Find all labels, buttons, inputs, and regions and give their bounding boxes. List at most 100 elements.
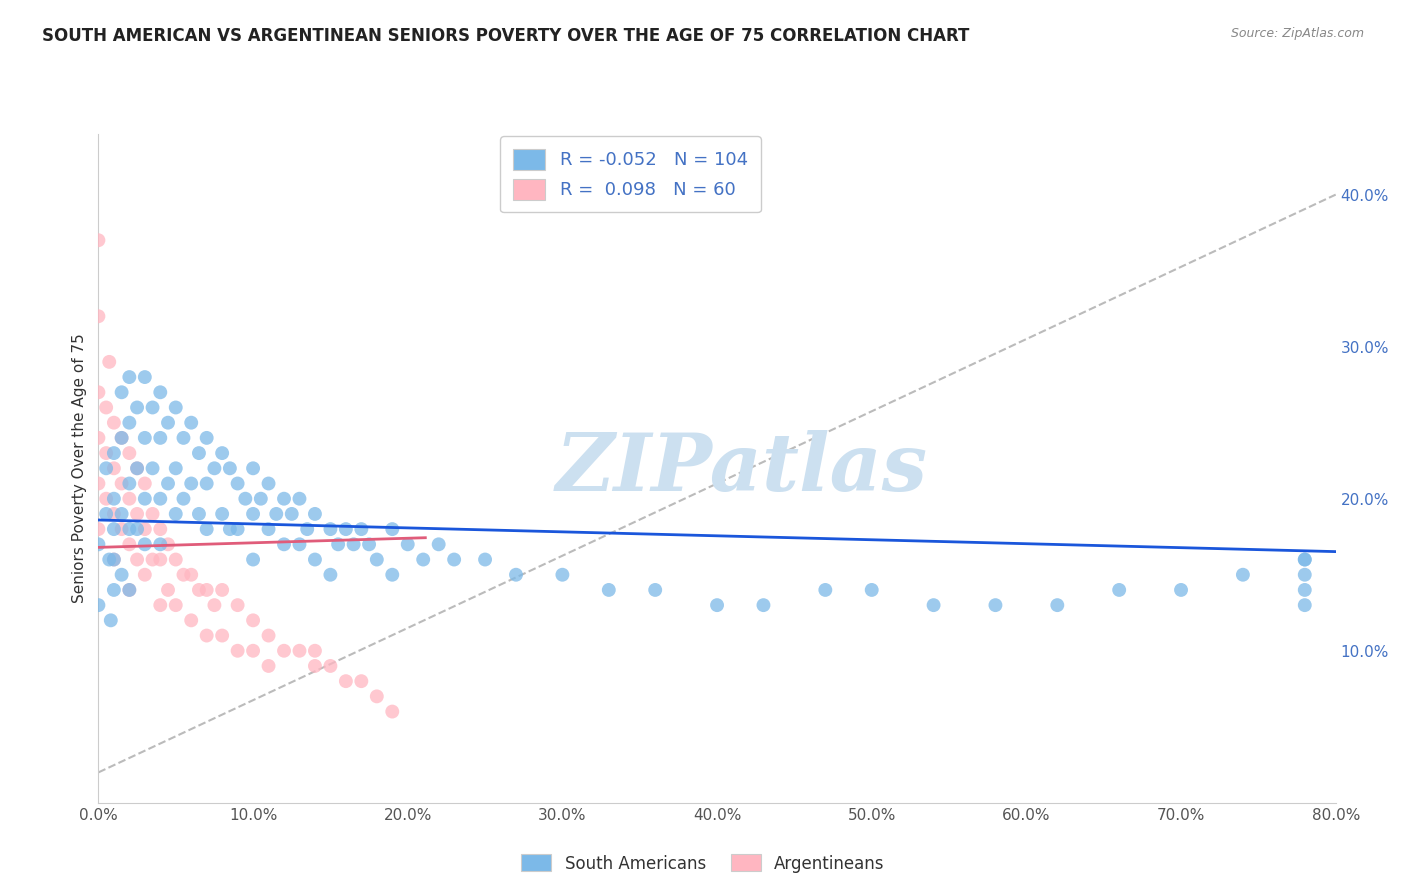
Point (103, 491, 125, 506)
Point (96, 461, 118, 475)
Point (149, 491, 172, 506)
Point (266, 507, 288, 521)
Point (1232, 567, 1254, 582)
Point (195, 628, 218, 642)
Point (860, 582, 883, 597)
Point (149, 522, 172, 536)
Point (1108, 582, 1130, 597)
Point (304, 552, 326, 566)
Point (598, 582, 620, 597)
Point (242, 507, 264, 521)
Point (343, 537, 366, 551)
Point (226, 644, 249, 658)
Point (257, 476, 280, 491)
Point (211, 507, 233, 521)
Point (242, 644, 264, 658)
Point (111, 431, 134, 445)
Point (242, 461, 264, 475)
Point (165, 461, 187, 475)
Point (180, 613, 202, 627)
Point (111, 385, 134, 400)
Point (118, 522, 141, 536)
Point (103, 507, 125, 521)
Point (304, 659, 326, 673)
Point (304, 507, 326, 521)
Point (706, 598, 728, 612)
Point (250, 491, 273, 506)
Point (87, 431, 110, 445)
Point (211, 628, 233, 642)
Point (173, 567, 195, 582)
Point (87, 598, 110, 612)
Legend: R = -0.052   N = 104, R =  0.098   N = 60: R = -0.052 N = 104, R = 0.098 N = 60 (501, 136, 761, 212)
Point (134, 431, 156, 445)
Point (142, 507, 165, 521)
Point (157, 582, 180, 597)
Point (98, 552, 121, 566)
Point (273, 537, 295, 551)
Point (195, 476, 218, 491)
Point (173, 431, 195, 445)
Point (242, 613, 264, 627)
Point (814, 582, 837, 597)
Point (381, 567, 404, 582)
Point (226, 598, 249, 612)
Point (195, 582, 218, 597)
Point (103, 446, 125, 460)
Point (1294, 552, 1316, 566)
Point (87, 537, 110, 551)
Point (1294, 552, 1316, 566)
Point (381, 705, 404, 719)
Point (195, 522, 218, 536)
Point (165, 552, 187, 566)
Point (134, 491, 156, 506)
Point (118, 416, 141, 430)
Point (134, 370, 156, 384)
Text: Source: ZipAtlas.com: Source: ZipAtlas.com (1230, 27, 1364, 40)
Point (87, 233, 110, 247)
Point (188, 582, 211, 597)
Point (111, 522, 134, 536)
Point (103, 461, 125, 475)
Point (118, 537, 141, 551)
Y-axis label: Seniors Poverty Over the Age of 75: Seniors Poverty Over the Age of 75 (72, 334, 87, 603)
Point (427, 537, 450, 551)
Point (257, 522, 280, 536)
Point (149, 552, 172, 566)
Point (149, 385, 172, 400)
Point (319, 659, 342, 673)
Point (149, 598, 172, 612)
Point (103, 416, 125, 430)
Point (396, 537, 419, 551)
Text: ZIPatlas: ZIPatlas (555, 430, 928, 507)
Point (350, 674, 373, 689)
Point (118, 370, 141, 384)
Point (644, 582, 666, 597)
Point (180, 567, 202, 582)
Point (273, 491, 295, 506)
Point (103, 552, 125, 566)
Point (273, 644, 295, 658)
Point (127, 522, 149, 536)
Point (87, 522, 110, 536)
Point (127, 461, 149, 475)
Point (281, 507, 304, 521)
Point (219, 461, 242, 475)
Point (366, 690, 388, 704)
Point (319, 522, 342, 536)
Point (350, 522, 373, 536)
Point (142, 461, 165, 475)
Point (297, 522, 319, 536)
Point (134, 476, 156, 491)
Point (118, 491, 141, 506)
Point (180, 416, 202, 430)
Point (87, 385, 110, 400)
Point (204, 461, 226, 475)
Point (118, 446, 141, 460)
Point (127, 461, 149, 475)
Point (157, 416, 180, 430)
Point (142, 552, 165, 566)
Point (149, 431, 172, 445)
Point (165, 507, 187, 521)
Point (127, 552, 149, 566)
